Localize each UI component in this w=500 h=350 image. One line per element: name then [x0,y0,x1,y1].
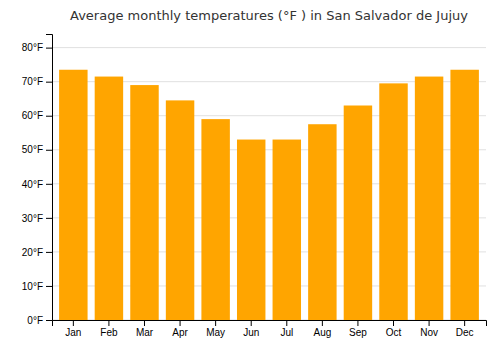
x-tick-label: Dec [456,327,474,338]
y-tick: 10°F [22,281,52,292]
x-tick-label: Jul [280,327,293,338]
y-tick: 20°F [22,247,52,258]
x-tick-label: Jun [243,327,259,338]
x-tick-mark [73,320,74,326]
y-tick: 70°F [22,76,52,87]
y-tick-mark [46,82,52,83]
bar [237,140,265,320]
x-tick-mark [251,320,252,326]
x-tick-label: May [206,327,225,338]
y-tick: 50°F [22,144,52,155]
bar [450,70,478,320]
bar [379,83,407,320]
x-tick: May [206,320,225,338]
x-tick: Mar [136,320,154,338]
x-tick: Nov [420,320,438,338]
x-tick-mark [322,320,323,326]
x-tick: Jul [280,320,293,338]
x-tick-mark [393,320,394,326]
y-axis: 0°F 10°F 20°F 30°F 40°F 50°F 60°F 70°F 80°F [22,35,53,326]
y-tick: 40°F [22,179,52,190]
y-tick-mark [46,252,52,253]
x-tick: Apr [172,320,188,338]
x-tick-mark [108,320,109,326]
bar [130,85,158,320]
y-tick-mark [46,150,52,151]
x-tick-mark [215,320,216,326]
x-tick: Feb [100,320,118,338]
x-tick-label: Feb [100,327,118,338]
bar [273,140,301,320]
y-tick-label: 50°F [22,144,43,155]
x-tick: Jun [243,320,259,338]
y-tick-label: 0°F [27,315,43,326]
grid-line [52,47,486,48]
plot-area [59,70,479,320]
grid [52,48,486,320]
x-tick: Oct [386,320,402,338]
y-tick: 60°F [22,110,52,121]
bar [201,119,229,320]
y-tick-mark [46,184,52,185]
bar [344,106,372,321]
y-tick-label: 70°F [22,76,43,87]
x-tick-label: Oct [386,327,402,338]
y-tick: 30°F [22,213,52,224]
x-tick-label: Apr [172,327,188,338]
y-tick-mark [46,48,52,49]
y-tick-mark [46,218,52,219]
x-tick-mark [286,320,287,326]
y-tick-label: 30°F [22,213,43,224]
y-tick-mark [46,116,52,117]
x-tick-label: Sep [349,327,367,338]
x-tick-mark [180,320,181,326]
y-tick-label: 10°F [22,281,43,292]
x-tick: Jan [65,320,81,338]
x-tick-mark [357,320,358,326]
x-axis-line [53,321,487,327]
x-tick-mark [429,320,430,326]
y-tick-label: 20°F [22,247,43,258]
x-tick-label: Jan [65,327,81,338]
x-tick-label: Nov [420,327,438,338]
y-tick-label: 80°F [22,42,43,53]
y-axis-line [46,35,53,321]
bar [59,70,87,320]
y-tick-label: 40°F [22,179,43,190]
x-tick-mark [464,320,465,326]
title: Average monthly temperatures (°F ) in Sa… [70,8,468,23]
y-tick-mark [46,320,52,321]
x-tick: Sep [349,320,367,338]
bar [415,77,443,320]
bar [95,77,123,320]
bar [308,124,336,320]
x-tick: Dec [456,320,474,338]
y-tick-label: 60°F [22,110,43,121]
x-tick-label: Mar [136,327,154,338]
chart: 0°F 10°F 20°F 30°F 40°F 50°F 60°F 70°F 80°F Jan Fe… [0,0,500,350]
y-tick: 0°F [27,315,52,326]
x-axis: Jan Feb Mar Apr May Jun Jul Aug Sep Oct Nov Dec [53,320,487,338]
y-tick-mark [46,286,52,287]
bar [166,100,194,320]
x-tick-label: Aug [313,327,331,338]
y-tick: 80°F [22,42,52,53]
x-tick-mark [144,320,145,326]
x-tick: Aug [313,320,331,338]
